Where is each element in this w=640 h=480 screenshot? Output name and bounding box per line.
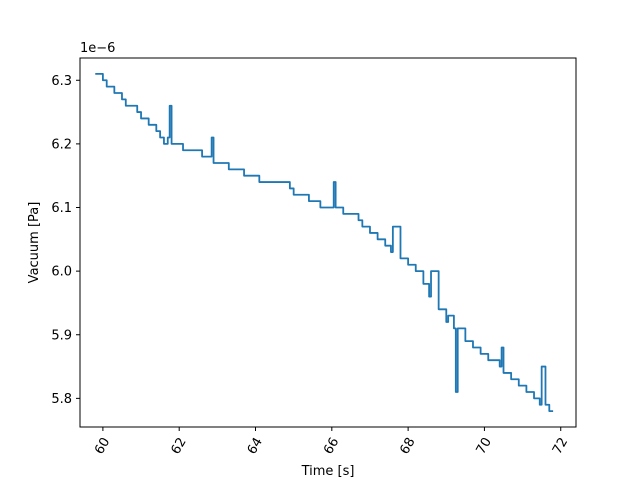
x-tick-label: 70: [474, 435, 495, 457]
axes-frame: [79, 57, 577, 428]
y-axis-label: Vacuum [Pa]: [27, 202, 42, 284]
series-line-0: [95, 73, 554, 412]
x-tick-label: 66: [321, 435, 342, 457]
x-tick-label: 62: [168, 435, 189, 457]
y-tick-label: 5.9: [51, 328, 72, 343]
x-axis: 60 62 64 66 68 70 72: [92, 427, 571, 457]
y-tick-label: 6.1: [51, 201, 72, 216]
x-axis-label: Time [s]: [301, 464, 355, 479]
y-axis: 5.8 5.9 6.0 6.1 6.2 6.3: [51, 74, 80, 407]
x-tick-label: 68: [397, 435, 418, 457]
y-offset-text: 1e−6: [80, 41, 115, 56]
y-tick-label: 5.8: [51, 392, 72, 407]
x-tick-label: 60: [92, 435, 113, 457]
y-tick-label: 6.3: [51, 74, 72, 89]
x-tick-label: 72: [550, 435, 571, 457]
y-tick-label: 6.0: [51, 265, 72, 280]
y-tick-label: 6.2: [51, 137, 72, 152]
plot-area: [95, 73, 554, 412]
x-tick-label: 64: [245, 435, 266, 457]
